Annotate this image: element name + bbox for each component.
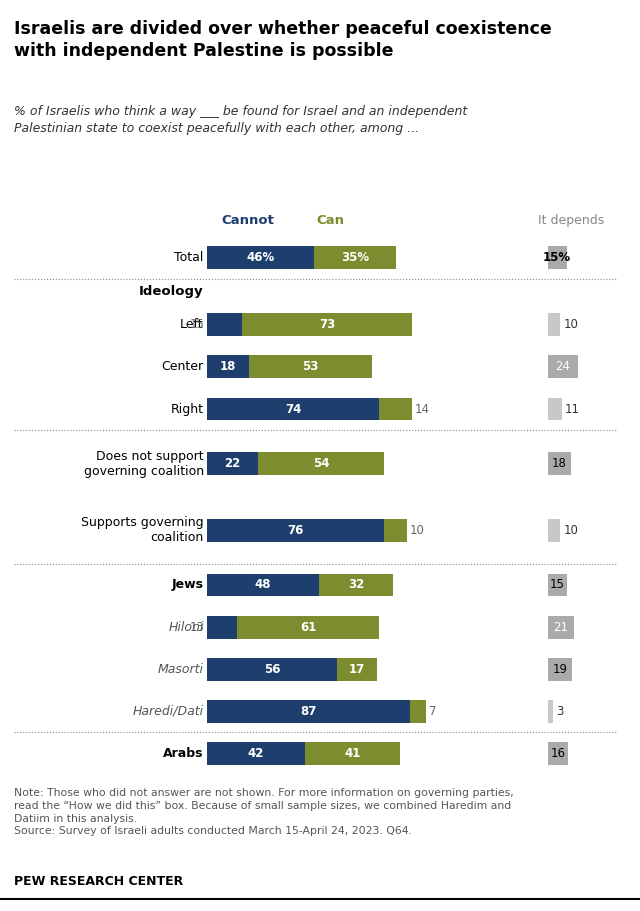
- Text: 35%: 35%: [340, 251, 369, 264]
- Text: 15: 15: [189, 318, 204, 332]
- Text: Note: Those who did not answer are not shown. For more information on governing : Note: Those who did not answer are not s…: [14, 788, 514, 836]
- Bar: [384, 519, 407, 542]
- Text: Masorti: Masorti: [157, 662, 204, 676]
- Text: 15%: 15%: [543, 251, 572, 264]
- Bar: [410, 700, 426, 722]
- Bar: [242, 313, 412, 336]
- Bar: [319, 574, 393, 597]
- Text: 76: 76: [287, 524, 304, 537]
- Bar: [548, 616, 575, 639]
- Bar: [548, 452, 571, 475]
- Bar: [548, 246, 567, 270]
- Text: 54: 54: [313, 457, 330, 470]
- Text: Haredi/Dati: Haredi/Dati: [132, 705, 204, 718]
- Text: Center: Center: [161, 361, 204, 374]
- Bar: [548, 313, 561, 336]
- Text: 7: 7: [429, 705, 436, 718]
- Text: 14: 14: [415, 403, 429, 415]
- Bar: [207, 658, 337, 681]
- Text: 22: 22: [225, 457, 241, 470]
- Bar: [259, 452, 384, 475]
- Bar: [314, 246, 396, 270]
- Text: 13: 13: [189, 620, 204, 633]
- Bar: [207, 616, 237, 639]
- Text: 73: 73: [319, 318, 335, 332]
- Bar: [207, 574, 319, 597]
- Bar: [207, 355, 249, 378]
- Text: 15: 15: [550, 578, 564, 591]
- Bar: [207, 742, 305, 765]
- Text: Israelis are divided over whether peaceful coexistence
with independent Palestin: Israelis are divided over whether peacef…: [14, 20, 552, 60]
- Text: Left: Left: [180, 318, 204, 332]
- Text: 10: 10: [410, 524, 425, 537]
- Text: 87: 87: [300, 705, 317, 718]
- Text: Can: Can: [316, 214, 344, 228]
- Bar: [207, 519, 384, 542]
- Bar: [207, 397, 380, 421]
- Bar: [237, 616, 380, 639]
- Text: 11: 11: [565, 403, 580, 415]
- Bar: [207, 700, 410, 722]
- Text: Total: Total: [174, 251, 204, 264]
- Text: PEW RESEARCH CENTER: PEW RESEARCH CENTER: [14, 875, 183, 888]
- Text: 56: 56: [264, 662, 280, 676]
- Text: 48: 48: [255, 578, 271, 591]
- Text: Does not support
governing coalition: Does not support governing coalition: [83, 449, 204, 477]
- Bar: [548, 397, 562, 421]
- Text: It depends: It depends: [538, 214, 605, 228]
- Text: 17: 17: [349, 662, 365, 676]
- Text: 32: 32: [348, 578, 364, 591]
- Text: 18: 18: [220, 361, 236, 374]
- Text: 42: 42: [248, 747, 264, 760]
- Bar: [207, 246, 314, 270]
- Text: 21: 21: [554, 620, 568, 633]
- Text: 53: 53: [303, 361, 319, 374]
- Bar: [249, 355, 372, 378]
- Text: 10: 10: [564, 524, 579, 537]
- Text: 3: 3: [556, 705, 564, 718]
- Bar: [305, 742, 400, 765]
- Text: % of Israelis who think a way ___ be found for Israel and an independent
Palesti: % of Israelis who think a way ___ be fou…: [14, 105, 467, 135]
- Bar: [380, 397, 412, 421]
- Text: 46%: 46%: [246, 251, 275, 264]
- Text: Supports governing
coalition: Supports governing coalition: [81, 517, 204, 545]
- Text: 10: 10: [564, 318, 579, 332]
- Bar: [207, 452, 259, 475]
- Bar: [548, 355, 579, 378]
- Text: 24: 24: [556, 361, 570, 374]
- Bar: [207, 313, 242, 336]
- Text: 16: 16: [550, 747, 565, 760]
- Text: Hiloni: Hiloni: [168, 620, 204, 633]
- Text: 61: 61: [300, 620, 317, 633]
- Text: Right: Right: [171, 403, 204, 415]
- Text: Arabs: Arabs: [163, 747, 204, 760]
- Bar: [548, 519, 561, 542]
- Text: 41: 41: [344, 747, 361, 760]
- Bar: [337, 658, 377, 681]
- Bar: [548, 658, 572, 681]
- Text: Ideology: Ideology: [139, 285, 204, 298]
- Text: 74: 74: [285, 403, 301, 415]
- Bar: [548, 574, 567, 597]
- Text: Jews: Jews: [172, 578, 204, 591]
- Bar: [548, 742, 568, 765]
- Bar: [548, 700, 553, 722]
- Text: 18: 18: [552, 457, 566, 470]
- Text: 19: 19: [552, 662, 567, 676]
- Text: Cannot: Cannot: [221, 214, 275, 228]
